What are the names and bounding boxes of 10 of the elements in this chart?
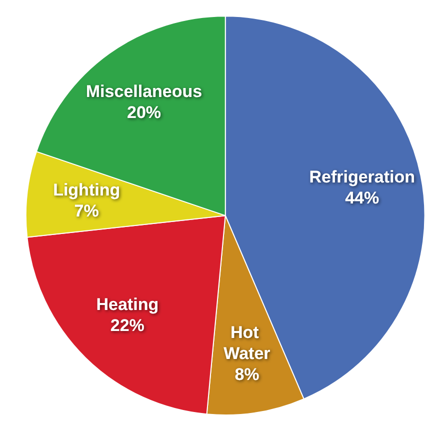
slice-label: Miscellaneous [86, 82, 202, 102]
data-label: 44% [345, 188, 380, 208]
slice-label: Refrigeration [309, 168, 416, 187]
data-label: 7% [74, 201, 99, 220]
slice-label: Lighting [53, 180, 120, 200]
data-label: 22% [110, 316, 144, 336]
data-label: 8% [234, 364, 260, 384]
slice-label: Hot Water [224, 322, 271, 363]
slice-label: Heating [96, 295, 159, 314]
data-label: 20% [126, 103, 162, 122]
